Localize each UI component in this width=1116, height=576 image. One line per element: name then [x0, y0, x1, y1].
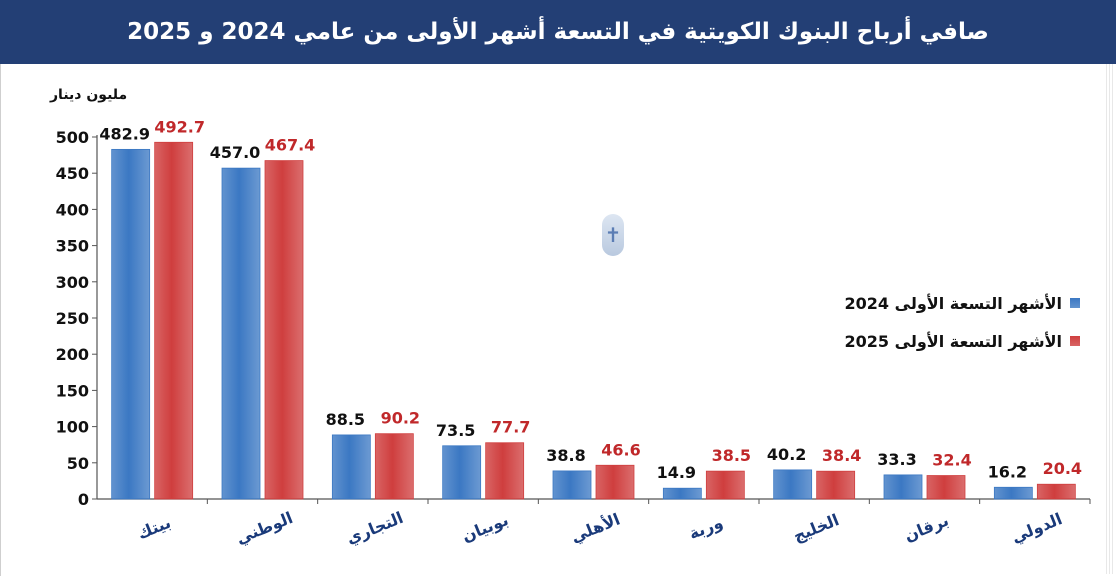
y-axis-unit-label: مليون دينار	[50, 87, 128, 103]
bar-2024-5	[662, 487, 702, 500]
bar-2025-1	[264, 160, 304, 500]
data-label-2024-8: 16.2	[988, 462, 1027, 481]
legend: الأشهر التسعة الأولى 2024 الأشهر التسعة …	[830, 284, 1080, 360]
bar-2024-6	[773, 469, 813, 500]
bar-2025-2	[374, 433, 414, 500]
legend-item-2024: الأشهر التسعة الأولى 2024	[830, 284, 1080, 322]
chart-title: صافي أرباح البنوك الكويتية في التسعة أشه…	[127, 19, 989, 45]
legend-item-2025: الأشهر التسعة الأولى 2025	[830, 322, 1080, 360]
y-tick-label: 300	[56, 273, 89, 292]
bar-2024-1	[221, 167, 261, 500]
bar-2024-3	[442, 445, 482, 500]
data-label-2025-0: 492.7	[154, 117, 205, 136]
data-label-2025-1: 467.4	[265, 136, 316, 155]
data-label-2025-6: 38.4	[822, 446, 861, 465]
data-label-2024-2: 88.5	[326, 410, 365, 429]
bar-2025-3	[485, 442, 525, 500]
data-label-2024-3: 73.5	[436, 421, 475, 440]
bar-2024-4	[552, 470, 592, 500]
y-tick-label: 400	[56, 200, 89, 219]
x-category-label: الوطني	[233, 508, 295, 549]
bar-2025-8	[1036, 483, 1076, 500]
y-tick-label: 50	[67, 454, 89, 473]
x-category-label: برقان	[902, 510, 952, 545]
data-label-2024-1: 457.0	[210, 143, 261, 162]
legend-label-2024: الأشهر التسعة الأولى 2024	[844, 293, 1062, 313]
y-tick-label: 450	[56, 164, 89, 183]
bar-2025-7	[926, 475, 966, 500]
y-tick-label: 200	[56, 345, 89, 364]
y-tick-label: 100	[56, 418, 89, 437]
data-label-2025-2: 90.2	[381, 409, 420, 428]
bar-2025-0	[154, 141, 194, 500]
data-label-2024-7: 33.3	[877, 450, 916, 469]
data-label-2024-0: 482.9	[99, 124, 150, 143]
y-tick-label: 150	[56, 381, 89, 400]
x-category-label: الأهلي	[568, 509, 623, 547]
legend-label-2025: الأشهر التسعة الأولى 2025	[844, 331, 1062, 351]
title-banner: صافي أرباح البنوك الكويتية في التسعة أشه…	[0, 0, 1116, 64]
x-category-label: التجاري	[344, 508, 407, 549]
legend-swatch-2025	[1070, 336, 1080, 346]
x-category-label: بوبيان	[459, 510, 511, 546]
data-label-2025-3: 77.7	[491, 418, 530, 437]
legend-swatch-2024	[1070, 298, 1080, 308]
data-label-2025-5: 38.5	[712, 446, 751, 465]
data-label-2025-4: 46.6	[601, 440, 640, 459]
bar-2025-5	[705, 470, 745, 500]
data-label-2024-6: 40.2	[767, 445, 806, 464]
x-category-label: الدولي	[1009, 509, 1066, 547]
bar-2024-0	[111, 148, 151, 500]
x-category-label: بيتك	[135, 513, 174, 543]
data-label-2025-8: 20.4	[1043, 459, 1082, 478]
watermark-icon: ✝	[602, 214, 624, 256]
bar-2025-4	[595, 464, 635, 500]
x-category-label: وربة	[686, 513, 725, 544]
bar-2024-7	[883, 474, 923, 500]
x-category-label: الخليج	[790, 510, 841, 545]
data-label-2024-4: 38.8	[546, 446, 585, 465]
y-tick-label: 250	[56, 309, 89, 328]
y-tick-label: 350	[56, 237, 89, 256]
bar-2024-8	[993, 486, 1033, 500]
y-tick-label: 0	[78, 490, 89, 509]
bar-2024-2	[331, 434, 371, 500]
bar-2025-6	[816, 470, 856, 500]
y-tick-label: 500	[56, 128, 89, 147]
data-label-2025-7: 32.4	[932, 451, 971, 470]
data-label-2024-5: 14.9	[657, 463, 696, 482]
